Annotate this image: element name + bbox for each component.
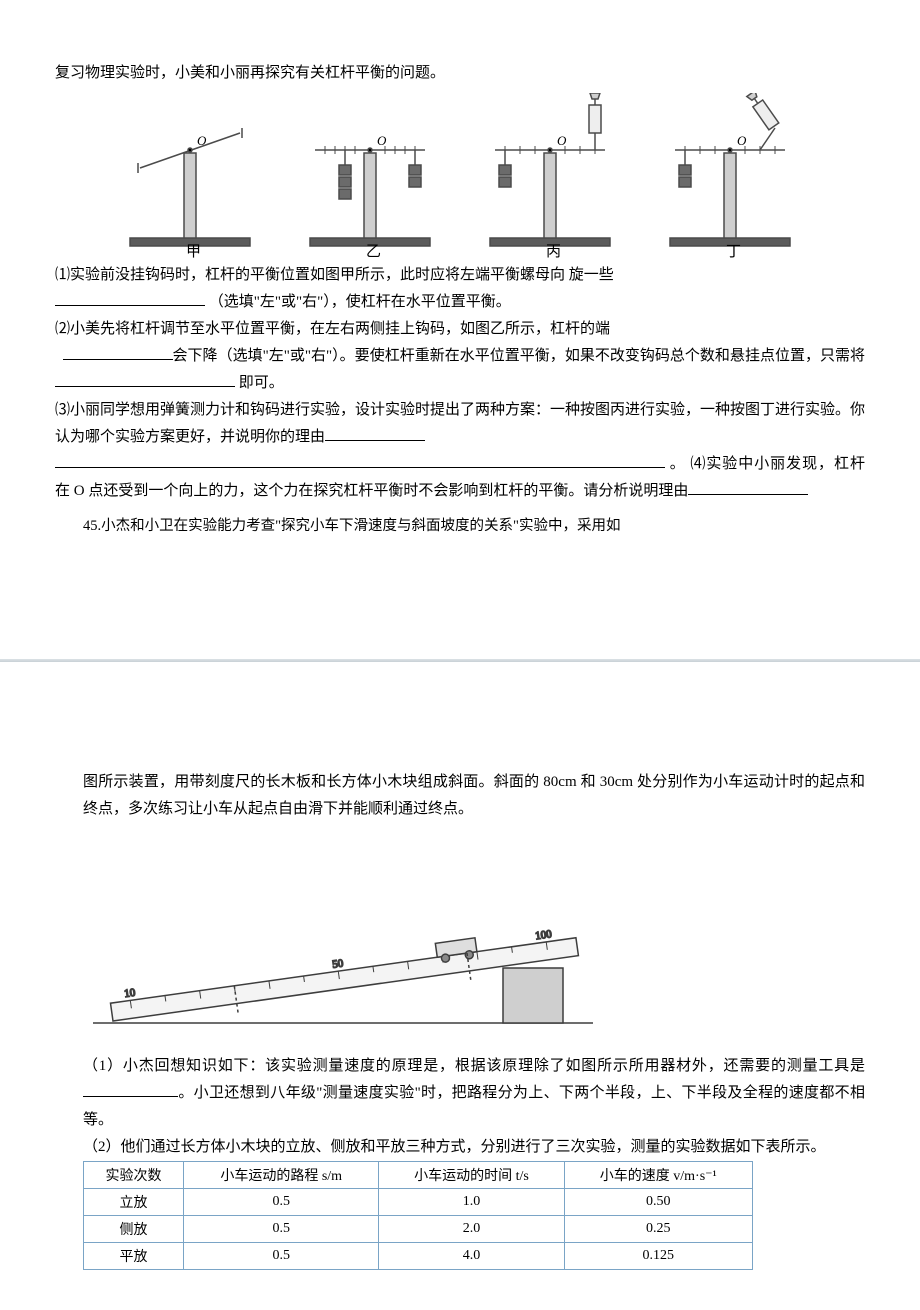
diagram-ding: O 丁	[650, 93, 810, 258]
q44-diagram-row: O 甲	[55, 93, 865, 258]
table-row: 侧放 0.5 2.0 0.25	[84, 1216, 753, 1243]
o-label: O	[377, 133, 387, 148]
svg-text:10: 10	[124, 987, 137, 1000]
q44-3a: ⑶小丽同学想用弹簧测力计和钩码进行实验，设计实验时提出了两种方案：一种按图丙进行…	[55, 397, 865, 451]
q44-intro: 复习物理实验时，小美和小丽再探究有关杠杆平衡的问题。	[55, 60, 865, 87]
q45-intro: 图所示装置，用带刻度尺的长木板和长方体小木块组成斜面。斜面的 80cm 和 30…	[55, 769, 865, 823]
incline-diagram: 10 50 100	[83, 833, 603, 1043]
page-1: 复习物理实验时，小美和小丽再探究有关杠杆平衡的问题。 O 甲	[0, 0, 920, 579]
blank-5	[55, 453, 665, 468]
blank-1	[55, 305, 205, 306]
th-3: 小车的速度 v/m·s⁻¹	[564, 1162, 752, 1189]
q45-table: 实验次数 小车运动的路程 s/m 小车运动的时间 t/s 小车的速度 v/m·s…	[83, 1161, 753, 1270]
q44-1a: ⑴实验前没挂钩码时，杠杆的平衡位置如图甲所示，此时应将左端平衡螺母向 旋一些	[55, 262, 865, 289]
q44-1b: （选填"左"或"右"），使杠杆在水平位置平衡。	[55, 289, 865, 316]
blank-3	[55, 386, 235, 387]
th-2: 小车运动的时间 t/s	[379, 1162, 564, 1189]
blank-6	[688, 494, 808, 495]
label-ding: 丁	[726, 244, 741, 258]
o-label: O	[197, 133, 207, 148]
q45-num: 45.小杰和小卫在实验能力考查"探究小车下滑速度与斜面坡度的关系"实验中，采用如	[55, 513, 865, 539]
diagram-jia: O 甲	[110, 93, 270, 258]
table-row: 立放 0.5 1.0 0.50	[84, 1189, 753, 1216]
label-jia: 甲	[186, 244, 201, 258]
th-1: 小车运动的路程 s/m	[184, 1162, 379, 1189]
page-2: 图所示装置，用带刻度尺的长木板和长方体小木块组成斜面。斜面的 80cm 和 30…	[0, 739, 920, 1310]
label-bing: 丙	[546, 244, 561, 258]
label-yi: 乙	[366, 244, 381, 258]
svg-text:100: 100	[535, 928, 554, 942]
blank-4	[325, 440, 425, 441]
o-label: O	[557, 133, 567, 148]
blank-q45-1	[83, 1096, 178, 1097]
th-0: 实验次数	[84, 1162, 184, 1189]
o-label: O	[737, 133, 747, 148]
q44-3b-line: 。 ⑷实验中小丽发现，杠杆在 O 点还受到一个向上的力，这个力在探究杠杆平衡时不…	[55, 451, 865, 505]
page-gap	[0, 579, 920, 739]
table-header-row: 实验次数 小车运动的路程 s/m 小车运动的时间 t/s 小车的速度 v/m·s…	[84, 1162, 753, 1189]
table-row: 平放 0.5 4.0 0.125	[84, 1243, 753, 1270]
q44-2b: 会下降（选填"左"或"右"）。要使杠杆重新在水平位置平衡，如果不改变钩码总个数和…	[55, 343, 865, 397]
svg-text:50: 50	[331, 957, 344, 970]
diagram-yi: O 乙	[290, 93, 450, 258]
diagram-bing: O 丙	[470, 93, 630, 258]
blank-2	[63, 359, 173, 360]
q45-2: （2）他们通过长方体小木块的立放、侧放和平放三种方式，分别进行了三次实验，测量的…	[55, 1134, 865, 1161]
q45-1: （1）小杰回想知识如下：该实验测量速度的原理是，根据该原理除了如图所示所用器材外…	[55, 1053, 865, 1134]
q44-2a: ⑵小美先将杠杆调节至水平位置平衡，在左右两侧挂上钩码，如图乙所示，杠杆的端	[55, 316, 865, 343]
